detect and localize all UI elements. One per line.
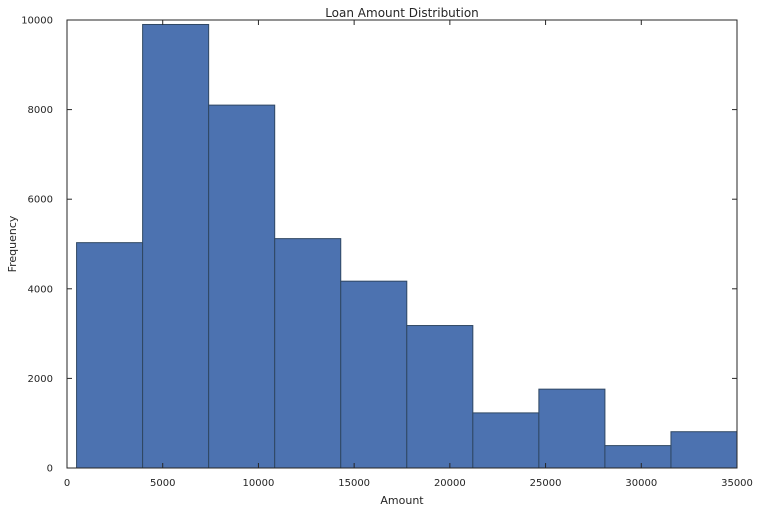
y-tick-label: 6000 [28,195,53,206]
x-tick-label: 5000 [150,478,175,489]
y-tick-label: 4000 [28,284,53,295]
histogram-bar-6 [406,325,474,469]
x-tick-label: 20000 [434,478,466,489]
histogram-bar-5 [340,280,408,469]
ticks-layer: 0 5000 10000 15000 20000 25000 30000 35000 0 2000… [21,16,753,490]
histogram-bar-10 [670,431,738,469]
histogram-bar-3 [208,104,276,469]
x-tick-label: 30000 [625,478,657,489]
x-tick-label: 15000 [338,478,370,489]
histogram-bar-7 [472,412,540,469]
y-tick-label: 0 [47,464,53,475]
histogram-bar-2 [142,23,210,469]
y-axis-label: Frequency [6,215,19,272]
bars-layer [76,23,738,469]
histogram-bar-1 [76,242,144,469]
x-axis-label: Amount [380,494,424,507]
histogram-bar-4 [274,238,342,469]
histogram-bar-9 [604,445,672,469]
histogram-bar-8 [538,388,606,469]
chart-title: Loan Amount Distribution [325,6,479,20]
x-tick-label: 35000 [721,478,753,489]
y-tick-label: 2000 [28,374,53,385]
y-tick-label: 10000 [21,16,53,27]
x-tick-label: 25000 [530,478,562,489]
plot-border [66,19,738,469]
x-tick-label: 0 [64,478,70,489]
x-tick-label: 10000 [243,478,275,489]
y-tick-label: 8000 [28,105,53,116]
plot-frame [66,19,738,469]
